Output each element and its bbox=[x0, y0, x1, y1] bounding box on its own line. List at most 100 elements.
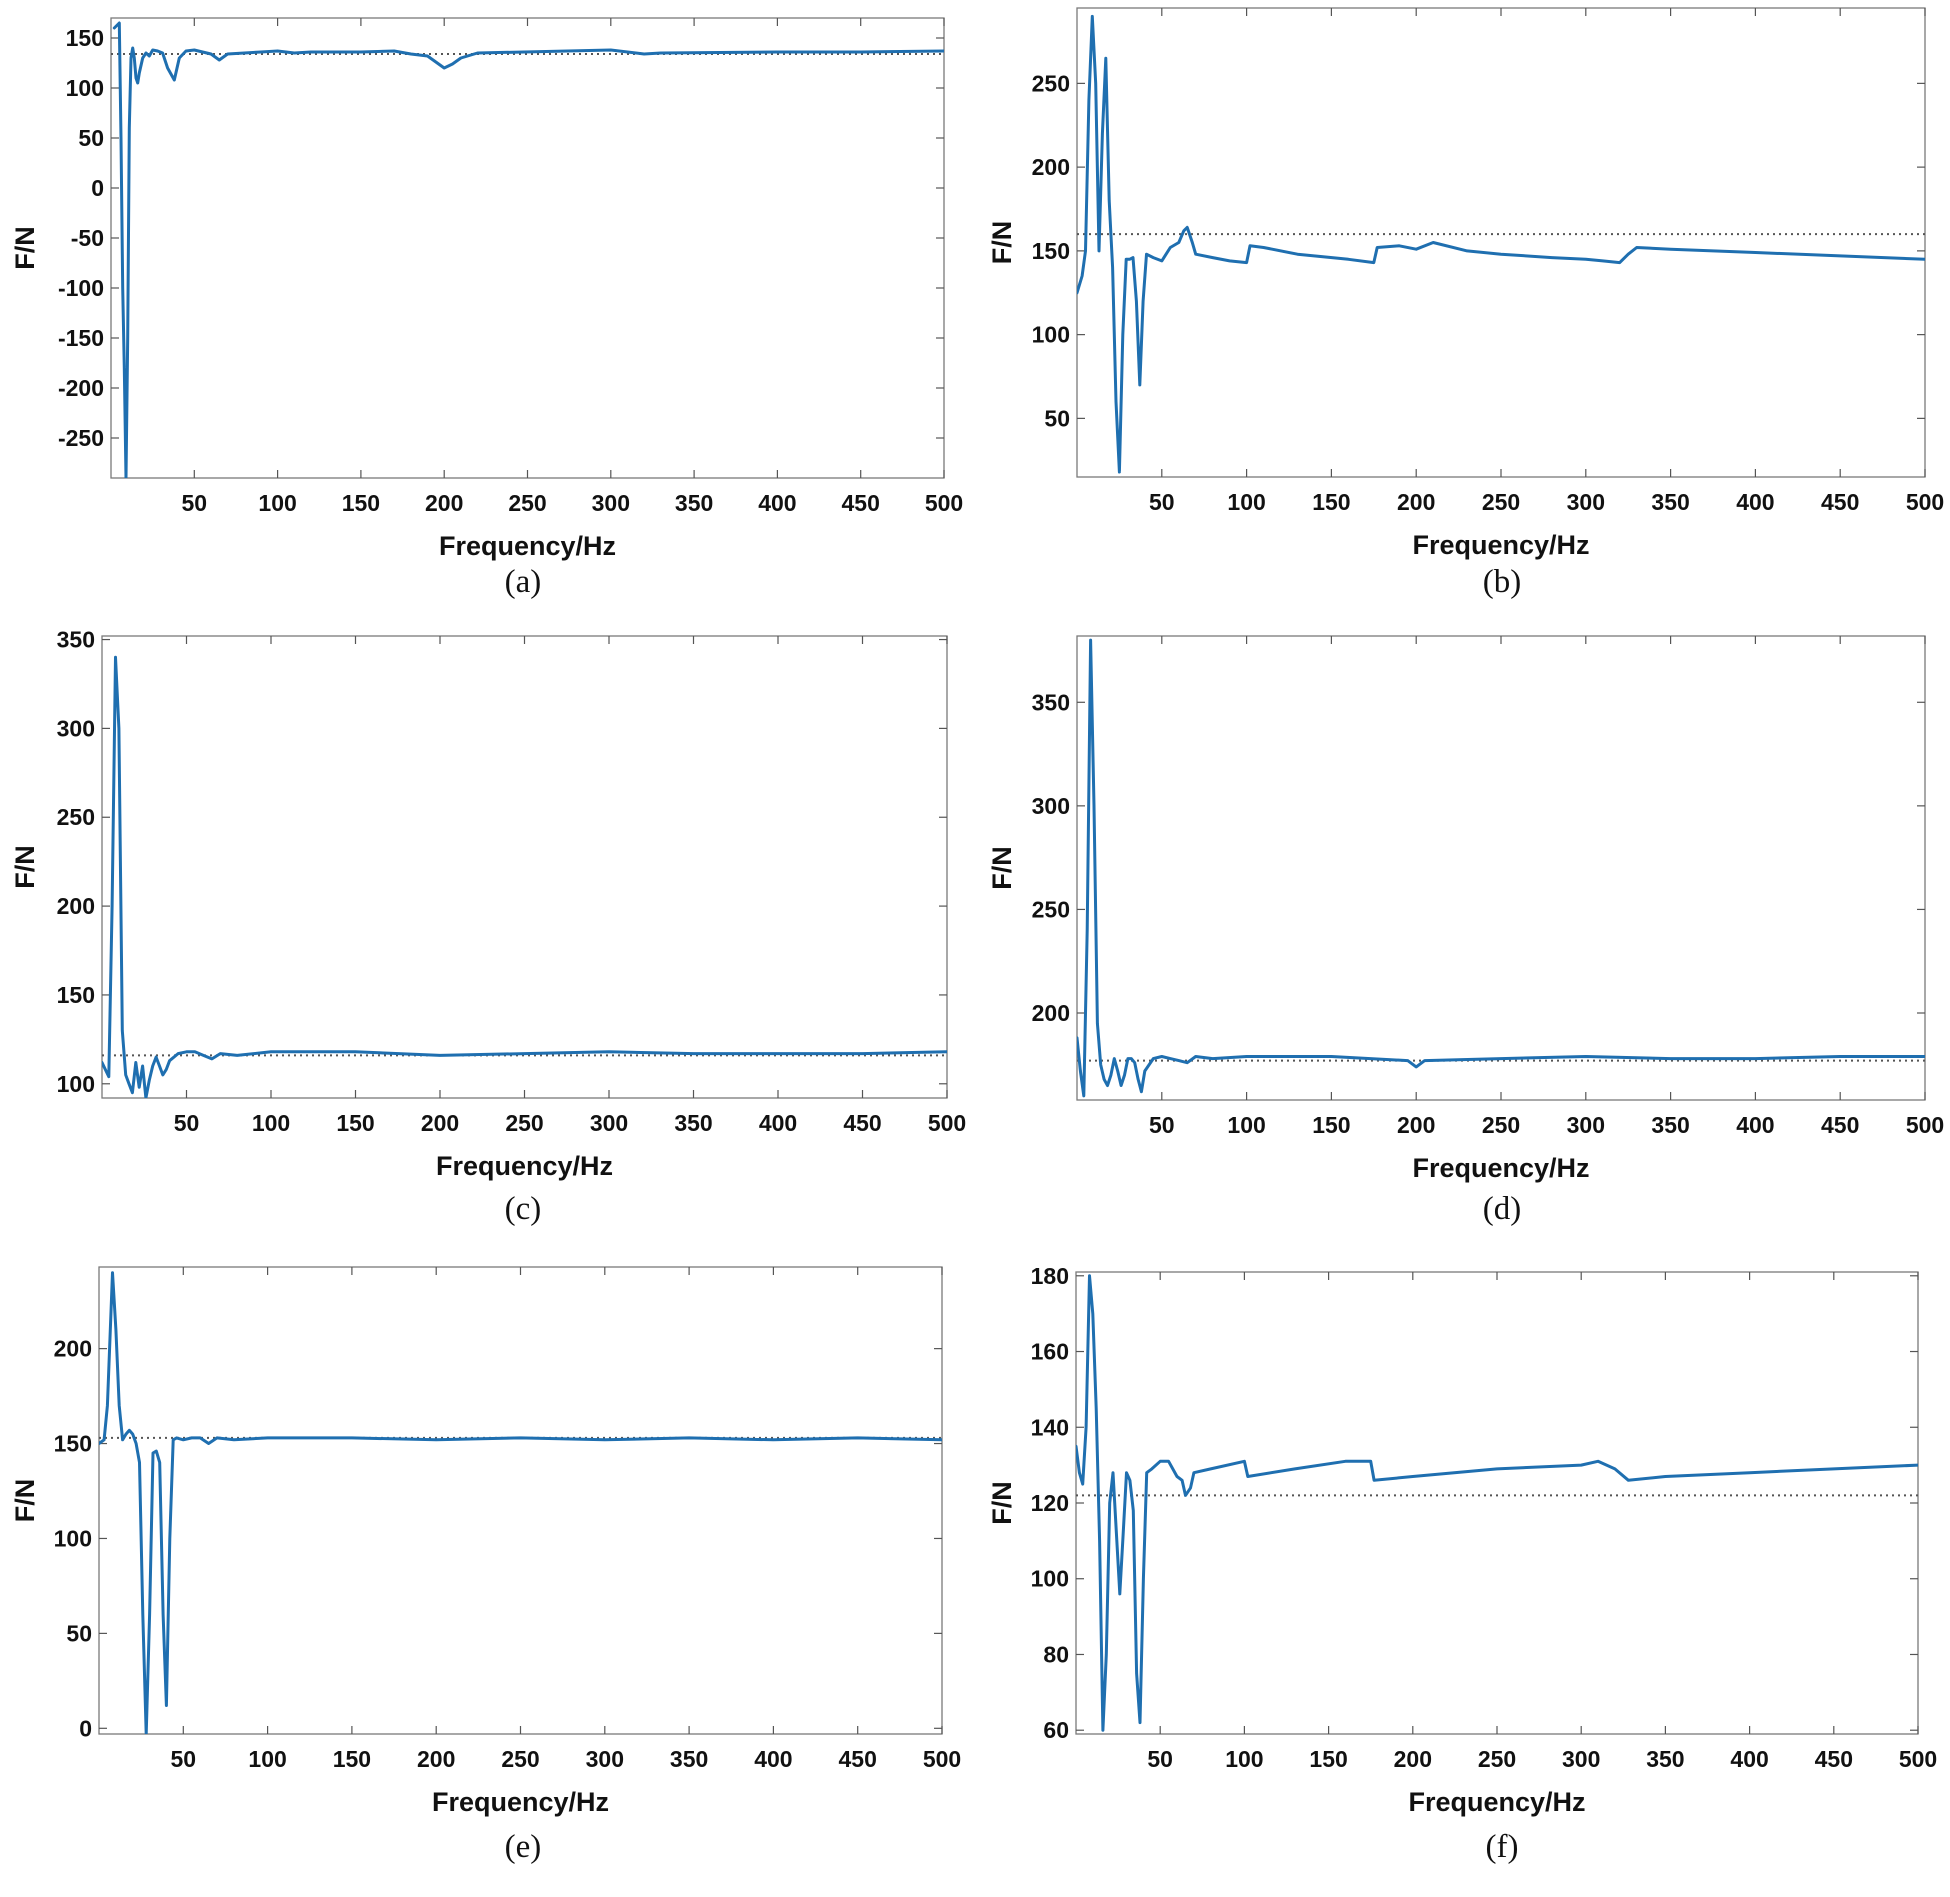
chart-e-x-tick-label: 50 bbox=[171, 1746, 197, 1772]
chart-a-y-axis-label: F/N bbox=[10, 226, 40, 270]
chart-c-x-tick-label: 50 bbox=[174, 1110, 200, 1136]
chart-d-x-tick-label: 500 bbox=[1906, 1112, 1944, 1138]
chart-f-x-tick-label: 300 bbox=[1562, 1746, 1600, 1772]
chart-e-caption: (e) bbox=[505, 1829, 542, 1865]
chart-c-x-axis-label: Frequency/Hz bbox=[436, 1151, 613, 1181]
chart-a-plot-frame bbox=[110, 17, 945, 479]
chart-a-x-tick-label: 300 bbox=[592, 490, 630, 516]
chart-f-y-tick-label: 160 bbox=[1031, 1339, 1069, 1365]
chart-d-y-tick-label: 300 bbox=[1032, 793, 1070, 819]
chart-c-x-tick-label: 400 bbox=[759, 1110, 797, 1136]
chart-d-x-tick-label: 250 bbox=[1482, 1112, 1520, 1138]
chart-f-x-tick-label: 250 bbox=[1478, 1746, 1516, 1772]
chart-a-y-tick-label: -250 bbox=[58, 425, 104, 451]
chart-d-y-tick-label: 200 bbox=[1032, 1000, 1070, 1026]
chart-c-x-tick-label: 150 bbox=[336, 1110, 374, 1136]
chart-f-y-tick-label: 100 bbox=[1031, 1566, 1069, 1592]
chart-e-series-line bbox=[99, 1271, 942, 1734]
chart-b-x-tick-label: 150 bbox=[1312, 489, 1350, 515]
chart-b-plot-frame bbox=[1076, 7, 1926, 478]
chart-d-y-axis-label: F/N bbox=[987, 846, 1017, 890]
chart-f-x-tick-label: 150 bbox=[1309, 1746, 1347, 1772]
chart-a-y-tick-label: -200 bbox=[58, 375, 104, 401]
chart-b: 50 100 150 200 250 300 350 400 450 500 250 200 150 10… bbox=[987, 7, 1944, 600]
chart-a-x-axis-label: Frequency/Hz bbox=[439, 531, 616, 561]
chart-e-y-axis-label: F/N bbox=[10, 1479, 40, 1523]
chart-c-y-axis-label: F/N bbox=[10, 845, 40, 889]
chart-a-x-tick-label: 150 bbox=[342, 490, 380, 516]
chart-a-x-tick-label: 250 bbox=[508, 490, 546, 516]
chart-c-y-tick-label: 150 bbox=[57, 982, 95, 1008]
chart-d: 50 100 150 200 250 300 350 400 450 500 350 300 250 20… bbox=[987, 635, 1944, 1227]
chart-a-y-tick-label: -50 bbox=[71, 225, 104, 251]
chart-a-x-tick-label: 200 bbox=[425, 490, 463, 516]
chart-a-caption: (a) bbox=[505, 564, 542, 600]
chart-e-y-tick-label: 200 bbox=[54, 1336, 92, 1362]
chart-b-series-line bbox=[1077, 14, 1925, 474]
chart-c-x-tick-label: 100 bbox=[252, 1110, 290, 1136]
chart-e-plot-frame bbox=[98, 1266, 943, 1735]
chart-b-y-axis-label: F/N bbox=[987, 221, 1017, 265]
chart-f-y-tick-label: 180 bbox=[1031, 1263, 1069, 1289]
chart-e-x-axis-label: Frequency/Hz bbox=[432, 1787, 609, 1817]
chart-d-plot-frame bbox=[1076, 635, 1926, 1101]
chart-a-x-tick-label: 500 bbox=[925, 490, 963, 516]
chart-d-x-tick-label: 300 bbox=[1567, 1112, 1605, 1138]
chart-a-x-tick-label: 350 bbox=[675, 490, 713, 516]
chart-e-x-tick-label: 150 bbox=[333, 1746, 371, 1772]
chart-e-x-tick-label: 200 bbox=[417, 1746, 455, 1772]
chart-e-x-tick-label: 400 bbox=[754, 1746, 792, 1772]
chart-f-x-tick-label: 200 bbox=[1394, 1746, 1432, 1772]
chart-e-x-tick-label: 100 bbox=[248, 1746, 286, 1772]
chart-b-x-tick-label: 500 bbox=[1906, 489, 1944, 515]
chart-b-x-tick-label: 250 bbox=[1482, 489, 1520, 515]
chart-c-y-tick-label: 200 bbox=[57, 893, 95, 919]
chart-c-x-tick-label: 300 bbox=[590, 1110, 628, 1136]
chart-e-x-tick-label: 300 bbox=[586, 1746, 624, 1772]
chart-a-y-tick-label: 0 bbox=[91, 175, 104, 201]
chart-b-y-tick-label: 250 bbox=[1032, 70, 1070, 96]
chart-e-y-tick-label: 0 bbox=[79, 1715, 92, 1741]
chart-c-y-tick-label: 350 bbox=[57, 627, 95, 653]
chart-a-y-tick-label: 50 bbox=[78, 125, 104, 151]
chart-d-caption: (d) bbox=[1483, 1191, 1521, 1227]
chart-d-x-tick-label: 200 bbox=[1397, 1112, 1435, 1138]
chart-c-y-tick-label: 250 bbox=[57, 804, 95, 830]
chart-e-x-tick-label: 500 bbox=[923, 1746, 961, 1772]
chart-b-caption: (b) bbox=[1483, 564, 1521, 600]
chart-e-x-tick-label: 450 bbox=[839, 1746, 877, 1772]
chart-f-series-line bbox=[1076, 1274, 1918, 1732]
chart-b-x-tick-label: 200 bbox=[1397, 489, 1435, 515]
chart-c: 50 100 150 200 250 300 350 400 450 500 350 300 250 20… bbox=[10, 627, 966, 1227]
chart-b-x-tick-label: 50 bbox=[1149, 489, 1175, 515]
chart-b-y-tick-label: 50 bbox=[1044, 405, 1070, 431]
chart-c-plot-frame bbox=[101, 635, 948, 1099]
chart-d-y-tick-label: 250 bbox=[1032, 896, 1070, 922]
chart-b-x-tick-label: 400 bbox=[1736, 489, 1774, 515]
chart-e-y-tick-label: 150 bbox=[54, 1431, 92, 1457]
chart-c-y-tick-label: 300 bbox=[57, 715, 95, 741]
chart-e: 50 100 150 200 250 300 350 400 450 50020015010050… bbox=[10, 1266, 961, 1865]
chart-b-x-tick-label: 450 bbox=[1821, 489, 1859, 515]
chart-d-x-tick-label: 400 bbox=[1736, 1112, 1774, 1138]
chart-f-y-axis-label: F/N bbox=[987, 1481, 1017, 1525]
chart-b-y-tick-label: 100 bbox=[1032, 322, 1070, 348]
chart-f-y-tick-label: 60 bbox=[1043, 1717, 1069, 1743]
chart-a-y-tick-label: 100 bbox=[66, 75, 104, 101]
chart-d-x-tick-label: 50 bbox=[1149, 1112, 1175, 1138]
chart-d-x-axis-label: Frequency/Hz bbox=[1412, 1153, 1589, 1183]
chart-e-x-tick-label: 250 bbox=[501, 1746, 539, 1772]
chart-d-y-tick-label: 350 bbox=[1032, 689, 1070, 715]
chart-c-x-tick-label: 500 bbox=[928, 1110, 966, 1136]
chart-e-y-tick-label: 100 bbox=[54, 1525, 92, 1551]
chart-b-x-axis-label: Frequency/Hz bbox=[1412, 530, 1589, 560]
chart-a: 50 100 150 200 250 300 350 400 450 500150100500-5… bbox=[10, 17, 963, 600]
chart-b-y-tick-label: 200 bbox=[1032, 154, 1070, 180]
chart-a-x-tick-label: 400 bbox=[758, 490, 796, 516]
chart-b-x-tick-label: 100 bbox=[1227, 489, 1265, 515]
chart-f-x-tick-label: 500 bbox=[1899, 1746, 1937, 1772]
chart-b-y-tick-label: 150 bbox=[1032, 238, 1070, 264]
chart-f-y-tick-label: 140 bbox=[1031, 1414, 1069, 1440]
chart-f-caption: (f) bbox=[1486, 1829, 1519, 1865]
